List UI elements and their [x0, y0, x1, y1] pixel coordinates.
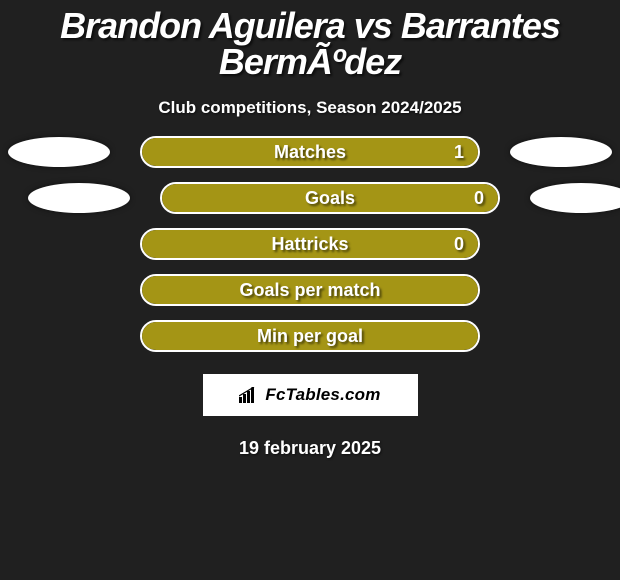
stat-row: Goals per match — [8, 274, 612, 306]
player-avatar-right — [530, 183, 620, 213]
stat-bar: Matches1 — [140, 136, 480, 168]
comparison-title: Brandon Aguilera vs Barrantes BermÃºdez — [0, 0, 620, 84]
snapshot-date: 19 february 2025 — [0, 416, 620, 459]
stat-label: Min per goal — [142, 322, 478, 350]
stat-label: Hattricks — [142, 230, 478, 258]
player-avatar-left — [8, 137, 110, 167]
stat-row: Min per goal — [8, 320, 612, 352]
stat-bar: Hattricks0 — [140, 228, 480, 260]
stat-row: Goals0 — [8, 182, 612, 214]
stat-label: Goals per match — [142, 276, 478, 304]
comparison-subtitle: Club competitions, Season 2024/2025 — [0, 84, 620, 136]
stat-row: Hattricks0 — [8, 228, 612, 260]
stat-row: Matches1 — [8, 136, 612, 168]
stat-bar: Min per goal — [140, 320, 480, 352]
stat-value: 1 — [454, 138, 464, 166]
site-logo: FcTables.com — [203, 374, 418, 416]
stat-rows: Matches1Goals0Hattricks0Goals per matchM… — [0, 136, 620, 352]
stat-label: Matches — [142, 138, 478, 166]
site-logo-text: FcTables.com — [265, 385, 380, 405]
stat-value: 0 — [474, 184, 484, 212]
stat-bar: Goals per match — [140, 274, 480, 306]
bar-chart-icon — [239, 387, 259, 403]
stat-label: Goals — [162, 184, 498, 212]
player-avatar-right — [510, 137, 612, 167]
player-avatar-left — [28, 183, 130, 213]
stat-bar: Goals0 — [160, 182, 500, 214]
stat-value: 0 — [454, 230, 464, 258]
